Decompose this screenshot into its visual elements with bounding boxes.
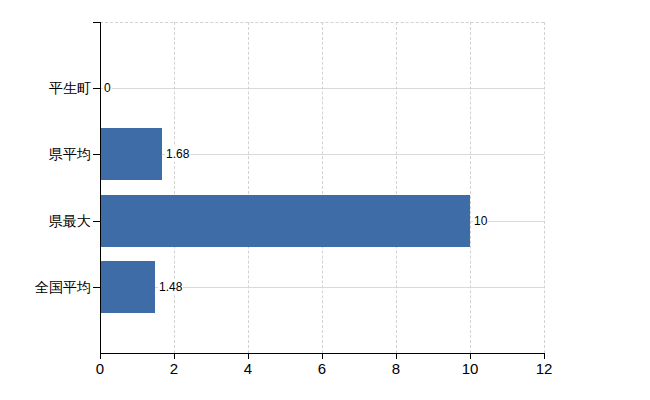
bar-2 [101, 195, 470, 247]
vertical-gridline [248, 22, 249, 353]
x-tick [174, 354, 175, 359]
x-tick-label: 8 [378, 360, 414, 378]
y-axis-end-tick [93, 22, 100, 23]
y-tick [93, 154, 100, 155]
x-tick [544, 354, 545, 359]
vertical-gridline [544, 22, 545, 353]
x-tick [248, 354, 249, 359]
y-axis [100, 22, 101, 354]
bar-value-label: 0 [103, 80, 112, 96]
bar-3 [101, 261, 155, 313]
plot-top-border [100, 22, 544, 23]
bar-value-label: 1.48 [158, 279, 183, 295]
x-tick-label: 6 [304, 360, 340, 378]
y-tick [93, 287, 100, 288]
x-tick [100, 354, 101, 359]
x-tick-label: 4 [230, 360, 266, 378]
vertical-gridline [396, 22, 397, 353]
category-label: 平生町 [0, 79, 91, 97]
bar-value-label: 10 [473, 213, 488, 229]
category-label: 全国平均 [0, 278, 91, 296]
vertical-gridline [470, 22, 471, 353]
x-tick [470, 354, 471, 359]
x-tick [396, 354, 397, 359]
vertical-gridline [322, 22, 323, 353]
category-label: 県平均 [0, 145, 91, 163]
y-tick [93, 221, 100, 222]
y-tick [93, 88, 100, 89]
x-tick-label: 0 [82, 360, 118, 378]
category-label: 県最大 [0, 212, 91, 230]
x-tick-label: 12 [526, 360, 562, 378]
bar-chart: 平生町県平均県最大全国平均 0 2 4 6 8 10 12 0 1.68 10 1.48 [0, 0, 650, 400]
x-tick [322, 354, 323, 359]
bar-value-label: 1.68 [165, 146, 190, 162]
vertical-gridline [174, 22, 175, 353]
x-tick-label: 10 [452, 360, 488, 378]
bar-1 [101, 128, 162, 180]
x-tick-label: 2 [156, 360, 192, 378]
